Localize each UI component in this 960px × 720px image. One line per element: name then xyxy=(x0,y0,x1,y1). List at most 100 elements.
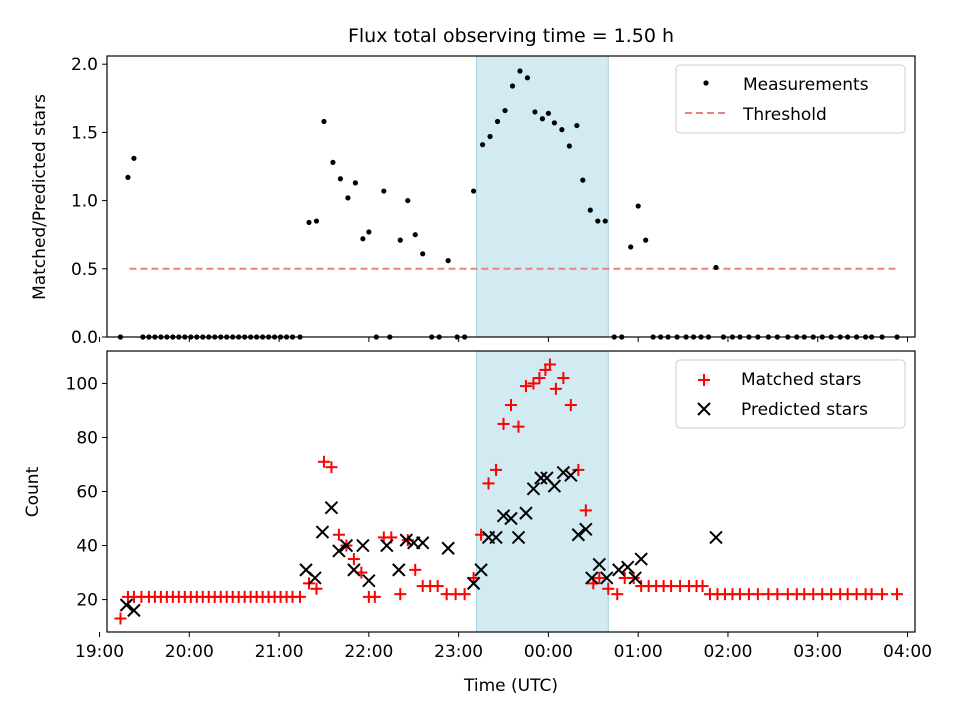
measurement-point xyxy=(131,155,137,161)
measurement-point xyxy=(643,237,649,243)
x-tick-label: 01:00 xyxy=(614,642,663,662)
legend-threshold-label: Threshold xyxy=(742,105,827,125)
x-tick-label: 00:00 xyxy=(524,642,573,662)
legend-matched-label: Matched stars xyxy=(741,370,861,390)
predicted-star-point xyxy=(564,468,578,482)
predicted-star-point xyxy=(709,530,723,545)
bottom-panel: 20 40 60 80 100 19:00 20:00 21:00 22:00 23:00 00:… xyxy=(23,350,932,696)
predicted-star-point xyxy=(127,603,141,618)
measurement-point xyxy=(360,236,366,242)
top-y-ticks: 0.0 0.5 1.0 1.5 2.0 xyxy=(71,55,107,348)
predicted-star-point xyxy=(380,538,394,553)
matched-star-point xyxy=(865,588,878,601)
predicted-star-point xyxy=(332,544,346,558)
measurement-point xyxy=(306,219,312,226)
measurement-point xyxy=(551,120,557,126)
top-legend-box xyxy=(675,64,906,134)
measurement-point xyxy=(580,177,586,183)
predicted-star-point xyxy=(308,571,322,585)
matched-star-point xyxy=(543,358,556,371)
y-tick-label: 1.5 xyxy=(71,123,98,143)
matched-star-point xyxy=(751,588,764,601)
predicted-star-point xyxy=(392,563,406,577)
top-plot-frame xyxy=(106,55,916,338)
matched-star-point xyxy=(409,563,422,576)
matched-star-point xyxy=(394,588,407,601)
legend-predicted-marker xyxy=(697,402,711,416)
matched-star-point xyxy=(347,553,360,566)
predicted-star-point xyxy=(496,509,511,523)
measurement-point xyxy=(559,127,565,133)
predicted-star-point xyxy=(571,528,586,542)
measurement-point xyxy=(566,143,572,149)
predicted-star-point xyxy=(628,571,642,585)
matched-star-point xyxy=(527,377,540,390)
matched-star-point xyxy=(876,588,889,601)
measurement-point xyxy=(635,203,641,209)
x-tick-label: 03:00 xyxy=(793,642,842,662)
predicted-star-point xyxy=(579,522,593,537)
matched-star-point xyxy=(482,477,495,490)
predicted-star-point xyxy=(600,571,614,585)
matched-star-point xyxy=(325,461,338,474)
bottom-x-axis-label: Time (UTC) xyxy=(463,676,558,696)
predicted-star-point xyxy=(339,538,354,553)
matched-star-point xyxy=(310,582,323,595)
measurement-point xyxy=(313,218,320,224)
matched-star-point xyxy=(533,372,546,385)
measurement-point xyxy=(524,75,531,81)
top-legend: Measurements Threshold xyxy=(675,64,906,134)
top-x-ticks xyxy=(99,337,909,342)
measurement-point xyxy=(381,188,387,194)
matched-star-point xyxy=(519,380,532,393)
matched-star-point xyxy=(627,571,640,584)
top-y-axis-label: Matched/Predicted stars xyxy=(30,94,50,300)
matched-star-point xyxy=(557,372,570,385)
matched-star-point xyxy=(458,588,471,601)
measurement-point xyxy=(539,116,546,122)
matched-star-point xyxy=(602,582,615,595)
predicted-star-point xyxy=(519,506,533,520)
bottom-highlight-span xyxy=(476,350,609,633)
measurement-point xyxy=(345,195,351,201)
measurement-point xyxy=(532,109,538,115)
y-tick-label: 0.5 xyxy=(71,260,98,280)
matched-star-point xyxy=(891,588,904,601)
x-tick-label: 04:00 xyxy=(883,642,932,662)
matched-star-point xyxy=(368,590,381,603)
measurement-point xyxy=(574,122,580,129)
measurement-point xyxy=(602,218,608,224)
matched-star-point xyxy=(771,588,784,601)
x-tick-label: 23:00 xyxy=(434,642,483,662)
x-tick-label: 22:00 xyxy=(344,642,393,662)
legend-measurements-marker xyxy=(703,80,709,86)
measurement-point xyxy=(337,176,344,182)
matched-star-point xyxy=(593,571,606,584)
bottom-legend-box xyxy=(675,359,906,429)
y-tick-label: 80 xyxy=(76,428,98,448)
predicted-star-point xyxy=(621,560,635,574)
y-tick-label: 40 xyxy=(76,537,98,557)
y-tick-label: 20 xyxy=(76,591,98,611)
predicted-star-point xyxy=(504,511,518,526)
measurement-point xyxy=(330,159,336,165)
predicted-star-point xyxy=(526,482,541,496)
y-tick-label: 60 xyxy=(76,483,98,503)
x-tick-label: 19:00 xyxy=(75,642,124,662)
predicted-star-point xyxy=(592,557,606,572)
predicted-star-point xyxy=(511,530,526,545)
measurement-point xyxy=(487,133,493,140)
legend-matched-marker xyxy=(698,374,710,386)
measurement-point xyxy=(494,118,501,125)
bottom-points-layer xyxy=(114,358,904,625)
bottom-x-ticks: 19:00 20:00 21:00 22:00 23:00 00:00 01:00 02:00… xyxy=(75,632,932,662)
y-tick-label: 100 xyxy=(66,374,98,394)
legend-measurements-label: Measurements xyxy=(743,75,869,95)
predicted-star-point xyxy=(466,576,481,591)
y-tick-label: 1.0 xyxy=(71,192,98,212)
measurement-point xyxy=(420,251,426,257)
matched-star-point xyxy=(317,455,330,468)
bottom-legend: Matched stars Predicted stars xyxy=(675,359,906,429)
predicted-star-point xyxy=(119,598,134,612)
measurement-point xyxy=(479,142,486,148)
